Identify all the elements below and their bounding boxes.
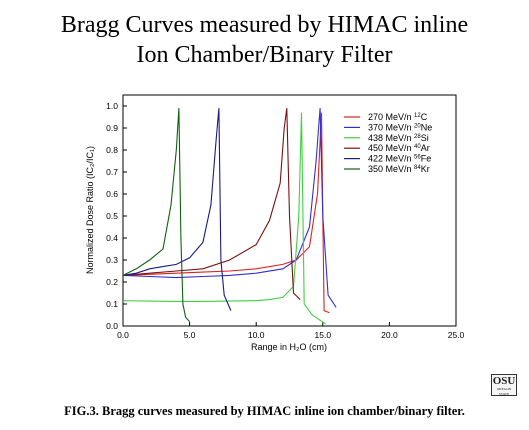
legend-entry: 450 MeV/n 40Ar bbox=[368, 143, 430, 153]
y-tick-label: 0.4 bbox=[106, 233, 118, 243]
legend-entry: 370 MeV/n 20Ne bbox=[368, 122, 432, 132]
osu-logo: OSU OREGON STATE bbox=[491, 374, 517, 396]
series-line-5 bbox=[122, 108, 191, 322]
legend-entry-energy: 450 MeV/n bbox=[368, 143, 414, 153]
legend-entry: 422 MeV/n 56Fe bbox=[368, 154, 431, 164]
series-line-2 bbox=[122, 112, 326, 325]
series-line-4 bbox=[122, 108, 232, 311]
legend-entry-element: Ne bbox=[421, 122, 433, 132]
y-tick-label: 0.9 bbox=[106, 123, 118, 133]
caption-text: Bragg curves measured by HIMAC inline io… bbox=[102, 404, 465, 418]
y-tick-label: 0.1 bbox=[106, 299, 118, 309]
legend-entry-energy: 438 MeV/n bbox=[368, 133, 414, 143]
figure-caption: FIG.3. Bragg curves measured by HIMAC in… bbox=[0, 404, 529, 419]
y-tick-label: 0.7 bbox=[106, 167, 118, 177]
plot-frame bbox=[122, 94, 457, 327]
y-tick-label: 0.8 bbox=[106, 145, 118, 155]
legend-entry: 438 MeV/n 28Si bbox=[368, 133, 429, 143]
legend-entry: 270 MeV/n 12C bbox=[368, 112, 428, 122]
x-axis-label: Range in H₂O (cm) bbox=[251, 342, 327, 352]
x-tick-label: 15.0 bbox=[315, 330, 332, 340]
y-tick-label: 0.2 bbox=[106, 277, 118, 287]
y-tick-label: 0.0 bbox=[106, 321, 118, 331]
legend-entry-energy: 370 MeV/n bbox=[368, 122, 414, 132]
chart-title-line-2: Ion Chamber/Binary Filter bbox=[136, 42, 393, 68]
series-lines bbox=[122, 108, 337, 325]
legend-entry-mass-number: 12 bbox=[414, 113, 421, 119]
y-axis-label: Normalized Dose Ratio (IC₂/IC₁) bbox=[85, 146, 95, 274]
axis-ticks: 0.0 5.0 10.0 15.0 20.0 25.0 0.0 0.1 0.2 0.3 0.4 0.5… bbox=[106, 101, 464, 340]
bragg-curves-chart: 0.0 5.0 10.0 15.0 20.0 25.0 0.0 0.1 0.2 0.3 0.4 0.5… bbox=[85, 94, 465, 352]
y-tick-label: 0.3 bbox=[106, 255, 118, 265]
y-tick-label: 1.0 bbox=[106, 101, 118, 111]
x-tick-label: 25.0 bbox=[448, 330, 465, 340]
y-tick-label: 0.6 bbox=[106, 189, 118, 199]
legend-entry-mass-number: 56 bbox=[414, 155, 421, 161]
x-tick-label: 10.0 bbox=[248, 330, 265, 340]
y-tick-label: 0.5 bbox=[106, 211, 118, 221]
legend-entry-mass-number: 20 bbox=[414, 123, 421, 129]
x-tick-label: 5.0 bbox=[184, 330, 196, 340]
legend-entry-element: Ar bbox=[421, 143, 430, 153]
series-line-1 bbox=[122, 108, 337, 308]
series-line-3 bbox=[122, 108, 301, 300]
x-tick-label: 20.0 bbox=[381, 330, 398, 340]
chart-title-line-1: Bragg Curves measured by HIMAC inline bbox=[60, 12, 469, 38]
legend-entry-energy: 422 MeV/n bbox=[368, 154, 414, 164]
legend-entry-element: Kr bbox=[421, 164, 430, 174]
legend-entry-mass-number: 28 bbox=[414, 134, 421, 140]
legend-entry-element: C bbox=[421, 112, 428, 122]
legend-entry-element: Fe bbox=[421, 154, 432, 164]
legend-entry: 350 MeV/n 84Kr bbox=[368, 164, 430, 174]
caption-prefix: FIG.3. bbox=[64, 404, 99, 418]
x-tick-label: 0.0 bbox=[117, 330, 129, 340]
legend-entry-element: Si bbox=[421, 133, 429, 143]
legend-entry-mass-number: 84 bbox=[414, 165, 421, 171]
legend-entry-mass-number: 40 bbox=[414, 144, 421, 150]
legend-entry-energy: 270 MeV/n bbox=[368, 112, 414, 122]
legend-entry-energy: 350 MeV/n bbox=[368, 164, 414, 174]
